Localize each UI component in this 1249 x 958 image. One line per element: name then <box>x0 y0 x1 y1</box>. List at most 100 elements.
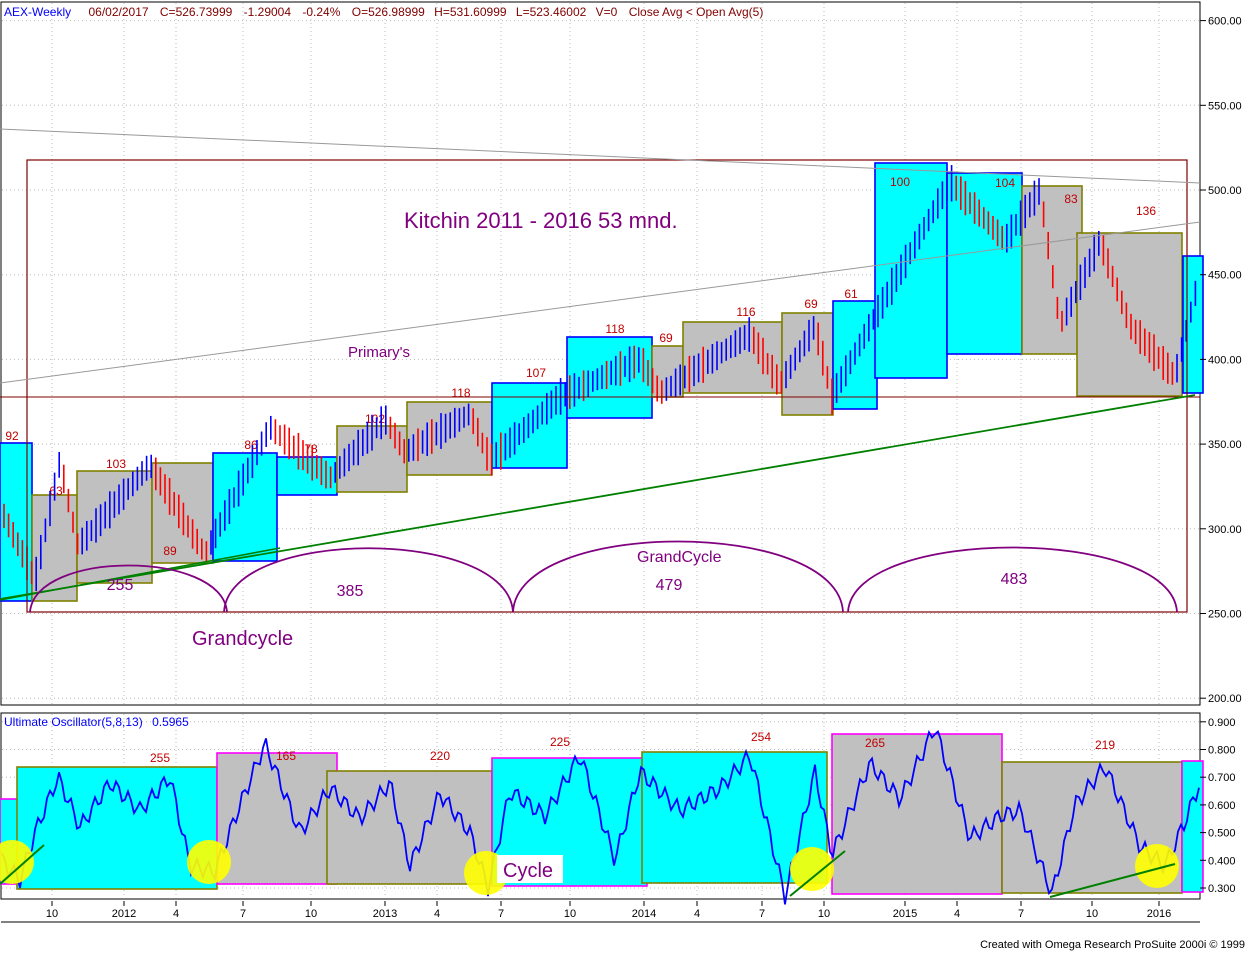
time-tick-label: 10 <box>305 908 317 920</box>
header-condition: Close Avg < Open Avg(5) <box>629 5 764 19</box>
footer-credit: Created with Omega Research ProSuite 200… <box>980 939 1245 951</box>
osc-cycle-box <box>831 733 1003 895</box>
header-line: AEX-Weekly 06/02/2017 C=526.73999 -1.290… <box>4 5 763 19</box>
price-tick-label: 300.00 <box>1208 524 1242 536</box>
cycle-low-highlight <box>1135 844 1179 888</box>
osc-cycle-box <box>216 752 338 885</box>
price-tick-label: 600.00 <box>1208 16 1242 28</box>
osc-trend-line <box>0 844 45 885</box>
price-tick-label: 400.00 <box>1208 354 1242 366</box>
middle-trend-line <box>0 221 1201 384</box>
osc-box-count-label: 220 <box>430 749 450 763</box>
osc-box-count-label: 265 <box>865 736 885 750</box>
header-high: H=531.60999 <box>434 5 507 19</box>
box-count-label: 100 <box>890 175 910 189</box>
box-count-label: 103 <box>106 457 126 471</box>
osc-trend-line <box>789 850 846 897</box>
box-count-label: 136 <box>1136 204 1156 218</box>
cycle-box <box>1182 255 1204 394</box>
box-count-label: 118 <box>605 322 624 336</box>
oscillator-label: Ultimate Oscillator(5,8,13) <box>4 715 143 729</box>
header-change: -1.29004 <box>244 5 292 19</box>
oscillator-series: 255 165 220 225 254 265 219 <box>0 729 1204 905</box>
time-tick-label: 10 <box>1086 908 1098 920</box>
kitchin-frame <box>26 159 1188 613</box>
time-tick-label: 7 <box>240 908 246 920</box>
oscillator-value: 0.5965 <box>152 715 189 729</box>
osc-box-count-label: 165 <box>276 749 296 763</box>
time-tick-label: 10 <box>564 908 576 920</box>
price-tick-label: 200.00 <box>1208 693 1242 705</box>
box-count-label: 78 <box>304 442 318 456</box>
osc-box-count-label: 254 <box>751 730 771 744</box>
cycle-box <box>781 312 834 416</box>
box-count-label: 69 <box>804 297 818 311</box>
time-tick-label: 2012 <box>112 908 136 920</box>
cycle-box <box>31 494 78 602</box>
time-tick-label: 10 <box>818 908 830 920</box>
time-tick-label: 7 <box>1018 908 1024 920</box>
price-tick-label: 250.00 <box>1208 609 1242 621</box>
box-count-label: 118 <box>451 386 470 400</box>
time-tick-label: 10 <box>46 908 58 920</box>
header-open: O=526.98999 <box>352 5 425 19</box>
cycle-box <box>566 336 653 419</box>
osc-tick-label: 0.400 <box>1208 855 1236 867</box>
long-green-trend-line <box>0 394 1196 600</box>
box-count-label: 104 <box>995 176 1015 190</box>
trend-lines <box>0 128 1201 613</box>
osc-cycle-box <box>16 766 218 890</box>
cycle-box <box>212 452 278 562</box>
cycle-box <box>874 162 948 379</box>
time-tick-label: 4 <box>434 908 440 920</box>
box-count-label: 63 <box>49 484 63 498</box>
price-tick-label: 350.00 <box>1208 439 1242 451</box>
time-tick-label: 4 <box>694 908 700 920</box>
osc-tick-label: 0.700 <box>1208 772 1236 784</box>
grand-cycle-arc <box>223 547 514 613</box>
box-count-label: 102 <box>365 412 385 426</box>
box-count-label: 69 <box>659 331 673 345</box>
cycle-box <box>946 172 1023 355</box>
header-pct: -0.24% <box>302 5 340 19</box>
osc-trend-line <box>1049 863 1176 898</box>
box-count-label: 83 <box>1064 192 1078 206</box>
grand-cycle-arc <box>512 540 844 613</box>
osc-box-count-label: 219 <box>1095 738 1115 752</box>
osc-tick-label: 0.500 <box>1208 828 1236 840</box>
time-tick-label: 4 <box>173 908 179 920</box>
price-tick-label: 500.00 <box>1208 185 1242 197</box>
osc-tick-label: 0.300 <box>1208 883 1236 895</box>
header-volume: V=0 <box>596 5 618 19</box>
short-green-trend-line <box>0 547 281 601</box>
cycle-low-highlight <box>187 840 231 884</box>
time-tick-label: 2015 <box>893 908 917 920</box>
price-tick-label: 550.00 <box>1208 100 1242 112</box>
kitchin-title: Kitchin 2011 - 2016 53 mnd. <box>404 208 678 233</box>
osc-tick-label: 0.900 <box>1208 717 1236 729</box>
cycle-low-highlight <box>0 840 34 884</box>
time-tick-label: 2014 <box>632 908 656 920</box>
arc-count-label: 255 <box>107 577 134 594</box>
osc-cycle-box <box>326 770 493 885</box>
header-symbol: AEX-Weekly <box>4 5 71 19</box>
box-count-label: 107 <box>526 366 546 380</box>
arc-count-label: 479 <box>656 577 683 594</box>
header-date: 06/02/2017 <box>88 5 148 19</box>
box-count-label: 61 <box>844 287 858 301</box>
axis-ticks: 10 2012 4 7 10 2013 4 7 10 2014 4 7 10 2015 4 7 10 2016 20… <box>46 16 1242 920</box>
arc-count-label: 483 <box>1001 571 1028 588</box>
box-count-label: 116 <box>736 305 755 319</box>
time-tick-label: 4 <box>954 908 960 920</box>
grandcycle-arc-label: GrandCycle <box>637 549 722 566</box>
primary-label: Primary's <box>348 344 410 361</box>
osc-box-count-label: 255 <box>150 751 170 765</box>
header-close: C=526.73999 <box>160 5 233 19</box>
cycle-low-highlight <box>790 847 834 891</box>
time-tick-label: 7 <box>498 908 504 920</box>
grandcycle-label: Grandcycle <box>192 628 293 650</box>
grand-cycle-arc <box>847 546 1178 613</box>
oscillator-header: Ultimate Oscillator(5,8,13) 0.5965 <box>4 715 189 729</box>
